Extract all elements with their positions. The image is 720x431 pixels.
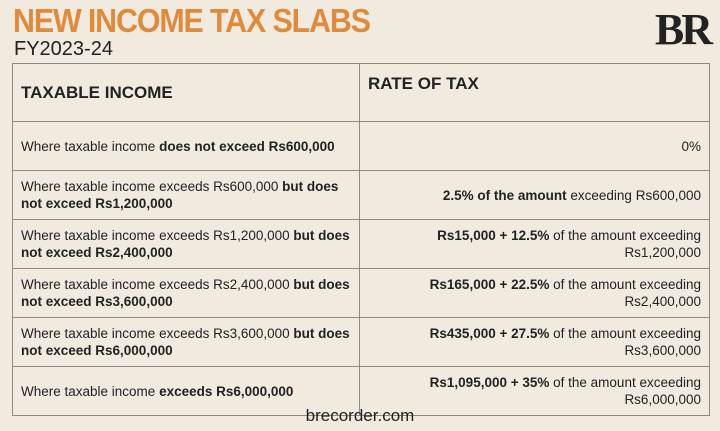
bold-text: Rs1,095,000 + 35% (429, 375, 550, 390)
rate-of-tax-cell: Rs165,000 + 22.5% of the amount exceedin… (359, 268, 710, 318)
text: of the amount exceeding Rs6,000,000 (549, 375, 701, 407)
column-header-taxable-income: TAXABLE INCOME (12, 63, 360, 122)
taxable-income-cell: Where taxable income exceeds Rs2,400,000… (12, 268, 360, 318)
text: of the amount exceeding Rs2,400,000 (549, 277, 701, 309)
bold-text: but does not exceed Rs1,200,000 (21, 179, 339, 211)
source-footer: brecorder.com (305, 406, 415, 425)
br-logo: BR (654, 5, 713, 54)
bold-text: Rs435,000 + 27.5% (429, 326, 550, 341)
bold-text: but does not exceed Rs3,600,000 (21, 277, 350, 309)
taxable-income-cell: Where taxable income exceeds Rs1,200,000… (12, 219, 360, 269)
bold-text: but does not exceed Rs2,400,000 (21, 228, 350, 260)
taxable-income-cell: Where taxable income exceeds Rs3,600,000… (12, 317, 360, 367)
rate-of-tax-cell: 0% (359, 121, 710, 171)
tax-slab-table: TAXABLE INCOME RATE OF TAX Where taxable… (12, 63, 710, 416)
text: Where taxable income (21, 138, 160, 154)
text: Where taxable income exceeds Rs1,200,000 (21, 228, 294, 243)
bold-text: does not exceed Rs600,000 (159, 138, 335, 154)
column-header-rate-of-tax: RATE OF TAX (359, 63, 710, 122)
page-title: NEW INCOME TAX SLABS (13, 2, 371, 39)
rate-of-tax-cell: Rs15,000 + 12.5% of the amount exceeding… (359, 219, 710, 269)
taxable-income-cell: Where taxable income exceeds Rs600,000 b… (12, 170, 360, 220)
table-row: Where taxable income exceeds Rs6,000,000… (12, 366, 710, 416)
table-row: Where taxable income does not exceed Rs6… (12, 121, 710, 171)
text: Where taxable income (21, 383, 160, 399)
table-row: Where taxable income exceeds Rs3,600,000… (12, 317, 710, 367)
bold-text: Rs165,000 + 22.5% (429, 277, 550, 292)
text: Where taxable income exceeds Rs600,000 (21, 179, 283, 194)
table-row: Where taxable income exceeds Rs1,200,000… (12, 219, 710, 269)
rate-of-tax-cell: Rs1,095,000 + 35% of the amount exceedin… (359, 366, 710, 416)
text: 0% (681, 138, 701, 154)
table-row: Where taxable income exceeds Rs600,000 b… (12, 170, 710, 220)
bold-text: Rs15,000 + 12.5% (437, 228, 550, 243)
text: of the amount exceeding Rs3,600,000 (549, 326, 701, 358)
fiscal-year-subtitle: FY2023-24 (14, 38, 113, 60)
text: Where taxable income exceeds Rs2,400,000 (21, 277, 294, 292)
rate-of-tax-cell: 2.5% of the amount exceeding Rs600,000 (359, 170, 710, 220)
bold-text: exceeds Rs6,000,000 (159, 383, 294, 399)
bold-text: 2.5% of the amount (442, 187, 567, 203)
text: exceeding Rs600,000 (566, 187, 701, 203)
bold-text: but does not exceed Rs6,000,000 (21, 326, 350, 358)
text: Where taxable income exceeds Rs3,600,000 (21, 326, 294, 341)
rate-of-tax-cell: Rs435,000 + 27.5% of the amount exceedin… (359, 317, 710, 367)
table-header-row: TAXABLE INCOME RATE OF TAX (12, 63, 710, 122)
table-row: Where taxable income exceeds Rs2,400,000… (12, 268, 710, 318)
text: of the amount exceeding Rs1,200,000 (549, 228, 701, 260)
taxable-income-cell: Where taxable income does not exceed Rs6… (12, 121, 360, 171)
